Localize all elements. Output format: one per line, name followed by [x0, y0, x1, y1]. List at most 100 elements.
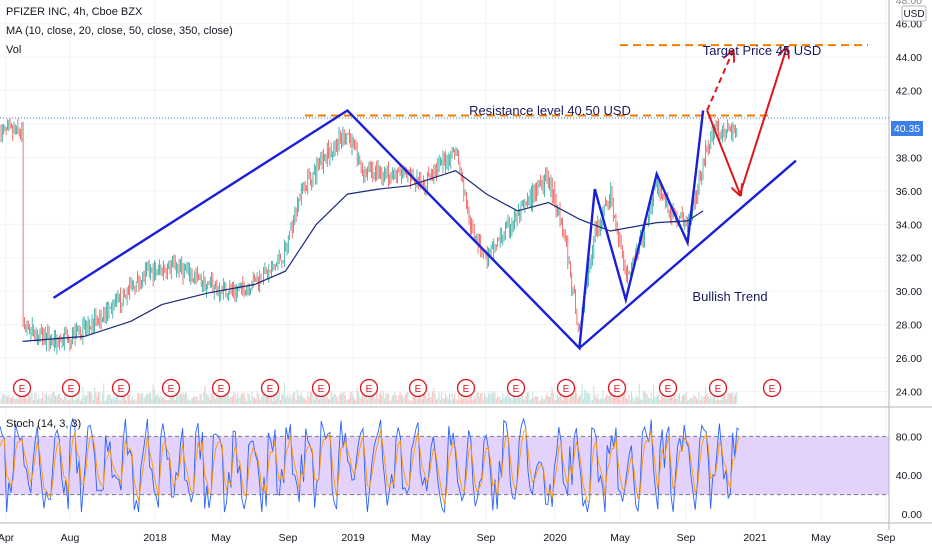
volume-bar — [716, 397, 718, 404]
volume-bar — [339, 392, 341, 404]
volume-bar — [477, 392, 479, 404]
volume-bar — [506, 395, 508, 404]
currency-badge[interactable] — [901, 5, 927, 22]
volume-bar — [536, 396, 538, 404]
volume-bar — [627, 399, 629, 404]
volume-bar — [309, 391, 311, 404]
volume-bar — [333, 393, 335, 404]
volume-bar — [231, 396, 233, 404]
projection-arrows — [706, 49, 786, 195]
volume-bar — [82, 386, 84, 404]
volume-bar — [491, 391, 493, 404]
volume-bar — [174, 399, 176, 404]
volume-bar — [159, 397, 161, 404]
projection-arrow-dashed — [706, 52, 732, 111]
volume-bar — [316, 389, 318, 404]
volume-bar — [230, 396, 232, 404]
volume-bar — [281, 394, 283, 404]
volume-bar — [294, 391, 296, 404]
volume-bar — [277, 394, 279, 404]
volume-bar — [307, 391, 309, 404]
volume-bar — [26, 400, 28, 404]
volume-bar — [153, 389, 155, 404]
volume-bar — [729, 392, 731, 404]
volume-bar — [211, 393, 213, 404]
volume-bar — [438, 392, 440, 404]
time-tick-label: Aug — [61, 532, 80, 544]
volume-bar — [215, 399, 216, 404]
volume-bar — [363, 398, 365, 404]
volume-bar — [330, 391, 332, 404]
volume-bar — [564, 392, 566, 404]
volume-bar — [342, 392, 344, 404]
volume-bar — [521, 392, 523, 404]
volume-bar — [302, 395, 304, 404]
volume-bar — [446, 396, 448, 404]
volume-bar — [662, 391, 664, 404]
volume-bar — [579, 396, 580, 404]
volume-bar — [248, 394, 250, 404]
volume-bar — [547, 396, 549, 404]
volume-bar — [261, 395, 263, 404]
time-tick-label: 2021 — [743, 532, 767, 544]
volume-bar — [23, 395, 25, 404]
volume-bar — [208, 396, 210, 404]
volume-bar — [645, 392, 647, 404]
volume-bar — [127, 394, 129, 404]
volume-bar — [725, 399, 727, 404]
volume-bar — [143, 398, 145, 404]
volume-bar — [454, 393, 456, 404]
volume-bar — [598, 399, 600, 404]
time-tick-label: May — [211, 532, 232, 544]
volume-bar — [178, 395, 180, 404]
volume-bar — [501, 400, 502, 404]
volume-bar — [689, 397, 691, 404]
volume-bar — [42, 391, 44, 404]
volume-bar — [59, 393, 60, 404]
volume-bar — [709, 398, 710, 404]
volume-bar — [274, 399, 276, 404]
price-tick-label: 24.00 — [896, 387, 922, 399]
volume-bar — [57, 394, 59, 404]
stoch-k-line — [0, 417, 740, 514]
volume-bar — [436, 399, 437, 404]
volume-bar — [46, 392, 47, 404]
volume-bar — [332, 396, 333, 404]
volume-bar — [202, 400, 203, 404]
volume-bar — [176, 393, 177, 404]
volume-bar — [663, 398, 665, 404]
volume-bar — [618, 397, 619, 404]
volume-bar — [278, 391, 280, 404]
volume-bar — [611, 392, 613, 404]
volume-bar — [712, 396, 714, 404]
volume-bar — [538, 400, 540, 404]
ma-indicator-label: MA (10, close, 20, close, 50, close, 350… — [6, 25, 233, 37]
volume-bar — [364, 395, 366, 404]
volume-bar — [125, 400, 127, 404]
volume-bar — [677, 395, 679, 404]
volume-bar — [480, 393, 482, 404]
volume-bar — [595, 398, 597, 404]
volume-bar — [415, 393, 417, 404]
volume-bar — [192, 396, 194, 404]
volume-bar — [654, 396, 656, 404]
volume-bar — [397, 399, 398, 404]
volume-bar — [52, 391, 54, 404]
volume-bar — [51, 393, 53, 404]
volume-bar — [425, 396, 427, 404]
volume-bar — [679, 392, 681, 404]
volume-bar — [291, 394, 293, 404]
volume-bar — [341, 393, 343, 404]
volume-bar — [350, 392, 352, 404]
volume-bar — [182, 392, 184, 404]
volume-bar — [473, 395, 475, 404]
volume-bar — [558, 396, 560, 404]
pattern-lines — [52, 108, 797, 351]
support-trend-line — [578, 159, 797, 350]
volume-bar — [497, 395, 499, 404]
volume-bar — [360, 397, 362, 404]
time-tick-label: 2019 — [341, 532, 365, 544]
volume-bar — [354, 399, 356, 404]
volume-bar — [280, 400, 281, 404]
